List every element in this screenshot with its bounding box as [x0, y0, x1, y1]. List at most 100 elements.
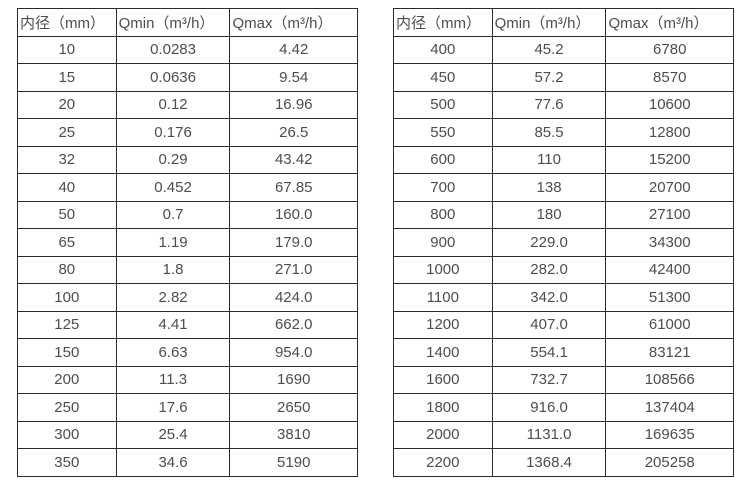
- table-body: 400 45.2 6780 450 57.2 8570 500 77.6 10600 550 85.…: [393, 35, 734, 477]
- table-cell: 27100: [605, 200, 734, 229]
- table-cell: 400: [393, 35, 493, 64]
- table-cell: 17.6: [115, 393, 231, 422]
- header-row: 内径（mm） Qmin（m³/h） Qmax（m³/h）: [393, 8, 734, 37]
- table-cell: 40: [17, 173, 117, 202]
- table-row: 1100 342.0 51300: [393, 283, 734, 312]
- table-cell: 6.63: [115, 338, 231, 367]
- table-cell: 15200: [605, 145, 734, 174]
- table-cell: 407.0: [491, 310, 607, 339]
- table-cell: 61000: [605, 310, 734, 339]
- column-header-qmax: Qmax（m³/h）: [229, 8, 358, 37]
- table-cell: 0.29: [115, 145, 231, 174]
- table-cell: 0.7: [115, 200, 231, 229]
- column-header-qmax: Qmax（m³/h）: [605, 8, 734, 37]
- table-cell: 10: [17, 35, 117, 64]
- table-row: 80 1.8 271.0: [17, 255, 358, 284]
- table-cell: 51300: [605, 283, 734, 312]
- table-row: 32 0.29 43.42: [17, 145, 358, 174]
- table-row: 400 45.2 6780: [393, 35, 734, 64]
- table-cell: 1.8: [115, 255, 231, 284]
- table-body: 10 0.0283 4.42 15 0.0636 9.54 20 0.12 16.96 25 0.1…: [17, 35, 358, 477]
- table-cell: 2650: [229, 393, 358, 422]
- table-row: 1600 732.7 108566: [393, 365, 734, 394]
- table-cell: 1368.4: [491, 448, 607, 477]
- table-cell: 15: [17, 63, 117, 92]
- table-cell: 57.2: [491, 63, 607, 92]
- table-row: 65 1.19 179.0: [17, 228, 358, 257]
- table-row: 900 229.0 34300: [393, 228, 734, 257]
- table-cell: 0.176: [115, 118, 231, 147]
- column-header-inner-diameter: 内径（mm）: [17, 8, 117, 37]
- table-cell: 34300: [605, 228, 734, 257]
- table-cell: 32: [17, 145, 117, 174]
- table-row: 600 110 15200: [393, 145, 734, 174]
- table-cell: 0.12: [115, 90, 231, 119]
- header-row: 内径（mm） Qmin（m³/h） Qmax（m³/h）: [17, 8, 358, 37]
- table-row: 10 0.0283 4.42: [17, 35, 358, 64]
- table-row: 1800 916.0 137404: [393, 393, 734, 422]
- table-cell: 45.2: [491, 35, 607, 64]
- table-cell: 0.0283: [115, 35, 231, 64]
- table-cell: 12800: [605, 118, 734, 147]
- table-row: 1400 554.1 83121: [393, 338, 734, 367]
- table-cell: 150: [17, 338, 117, 367]
- table-cell: 169635: [605, 420, 734, 449]
- table-cell: 4.42: [229, 35, 358, 64]
- table-cell: 282.0: [491, 255, 607, 284]
- table-row: 2200 1368.4 205258: [393, 448, 734, 477]
- table-cell: 2200: [393, 448, 493, 477]
- table-cell: 1100: [393, 283, 493, 312]
- table-cell: 43.42: [229, 145, 358, 174]
- table-cell: 34.6: [115, 448, 231, 477]
- table-row: 150 6.63 954.0: [17, 338, 358, 367]
- table-cell: 10600: [605, 90, 734, 119]
- table-row: 40 0.452 67.85: [17, 173, 358, 202]
- table-cell: 16.96: [229, 90, 358, 119]
- table-cell: 500: [393, 90, 493, 119]
- table-cell: 2.82: [115, 283, 231, 312]
- table-cell: 4.41: [115, 310, 231, 339]
- table-cell: 138: [491, 173, 607, 202]
- table-cell: 9.54: [229, 63, 358, 92]
- table-row: 350 34.6 5190: [17, 448, 358, 477]
- table-cell: 450: [393, 63, 493, 92]
- table-cell: 700: [393, 173, 493, 202]
- column-header-qmin: Qmin（m³/h）: [115, 8, 231, 37]
- table-cell: 1200: [393, 310, 493, 339]
- table-cell: 1690: [229, 365, 358, 394]
- table-row: 15 0.0636 9.54: [17, 63, 358, 92]
- table-row: 125 4.41 662.0: [17, 310, 358, 339]
- table-cell: 550: [393, 118, 493, 147]
- table-cell: 662.0: [229, 310, 358, 339]
- table-row: 800 180 27100: [393, 200, 734, 229]
- table-cell: 1600: [393, 365, 493, 394]
- table-cell: 25: [17, 118, 117, 147]
- table-cell: 180: [491, 200, 607, 229]
- table-cell: 916.0: [491, 393, 607, 422]
- table-cell: 100: [17, 283, 117, 312]
- table-cell: 229.0: [491, 228, 607, 257]
- table-cell: 600: [393, 145, 493, 174]
- table-cell: 110: [491, 145, 607, 174]
- table-cell: 20: [17, 90, 117, 119]
- table-cell: 1000: [393, 255, 493, 284]
- table-cell: 350: [17, 448, 117, 477]
- table-row: 1200 407.0 61000: [393, 310, 734, 339]
- table-cell: 6780: [605, 35, 734, 64]
- table-cell: 1400: [393, 338, 493, 367]
- table-cell: 50: [17, 200, 117, 229]
- table-cell: 300: [17, 420, 117, 449]
- table-cell: 80: [17, 255, 117, 284]
- table-cell: 5190: [229, 448, 358, 477]
- table-cell: 554.1: [491, 338, 607, 367]
- table-cell: 108566: [605, 365, 734, 394]
- table-row: 500 77.6 10600: [393, 90, 734, 119]
- table-cell: 67.85: [229, 173, 358, 202]
- table-cell: 954.0: [229, 338, 358, 367]
- table-cell: 250: [17, 393, 117, 422]
- table-cell: 1800: [393, 393, 493, 422]
- table-cell: 1131.0: [491, 420, 607, 449]
- table-cell: 26.5: [229, 118, 358, 147]
- table-row: 250 17.6 2650: [17, 393, 358, 422]
- table-cell: 205258: [605, 448, 734, 477]
